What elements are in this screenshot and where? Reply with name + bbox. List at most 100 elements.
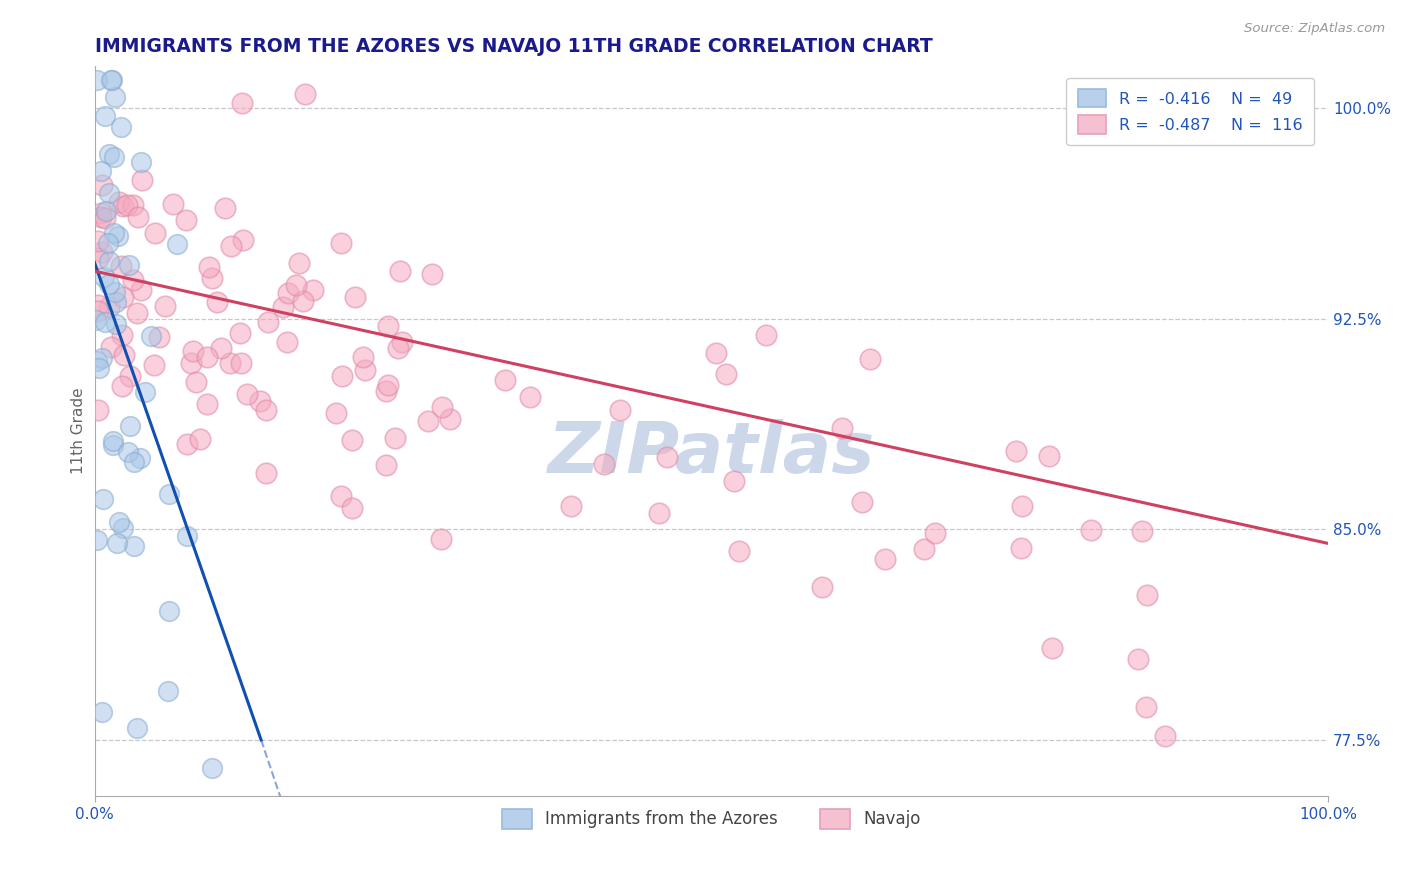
Point bbox=[219, 356, 242, 370]
Point bbox=[87, 298, 110, 312]
Point bbox=[93, 270, 115, 285]
Point bbox=[139, 329, 162, 343]
Point bbox=[111, 521, 134, 535]
Point bbox=[325, 406, 347, 420]
Point bbox=[432, 401, 454, 415]
Point bbox=[284, 278, 307, 293]
Point bbox=[107, 536, 129, 550]
Point bbox=[97, 147, 120, 161]
Point bbox=[420, 267, 443, 281]
Point bbox=[100, 73, 122, 87]
Point bbox=[112, 348, 135, 362]
Point bbox=[416, 414, 439, 428]
Point bbox=[176, 529, 198, 543]
Point bbox=[277, 285, 299, 300]
Point bbox=[229, 356, 252, 370]
Point bbox=[148, 330, 170, 344]
Point bbox=[118, 418, 141, 433]
Point bbox=[201, 271, 224, 285]
Point bbox=[519, 390, 541, 404]
Point bbox=[831, 421, 853, 435]
Point bbox=[1038, 450, 1060, 464]
Point bbox=[101, 73, 124, 87]
Point bbox=[97, 277, 120, 292]
Point bbox=[90, 245, 112, 260]
Point bbox=[134, 384, 156, 399]
Point bbox=[117, 444, 139, 458]
Point bbox=[129, 283, 152, 297]
Point bbox=[188, 432, 211, 446]
Point bbox=[157, 604, 180, 618]
Point bbox=[180, 356, 202, 370]
Point bbox=[103, 226, 125, 240]
Point bbox=[219, 239, 242, 253]
Point bbox=[198, 260, 221, 274]
Point bbox=[94, 109, 117, 123]
Point bbox=[1126, 651, 1149, 665]
Point bbox=[924, 525, 946, 540]
Point bbox=[391, 334, 413, 349]
Point bbox=[91, 351, 114, 365]
Y-axis label: 11th Grade: 11th Grade bbox=[72, 388, 86, 475]
Point bbox=[108, 515, 131, 529]
Point bbox=[609, 402, 631, 417]
Point bbox=[118, 368, 141, 383]
Point bbox=[657, 450, 679, 464]
Point bbox=[127, 722, 149, 736]
Point bbox=[377, 319, 399, 334]
Point bbox=[166, 237, 188, 252]
Point bbox=[1080, 523, 1102, 537]
Point bbox=[195, 350, 218, 364]
Point bbox=[87, 234, 110, 248]
Point bbox=[107, 229, 129, 244]
Point bbox=[111, 379, 134, 393]
Point bbox=[91, 178, 114, 193]
Point bbox=[87, 252, 110, 266]
Point bbox=[254, 466, 277, 480]
Point bbox=[143, 226, 166, 240]
Point bbox=[104, 90, 127, 104]
Point bbox=[103, 285, 125, 300]
Point bbox=[231, 96, 253, 111]
Point bbox=[330, 235, 353, 250]
Point bbox=[153, 299, 176, 313]
Point bbox=[90, 705, 112, 719]
Point bbox=[1135, 699, 1157, 714]
Point bbox=[176, 437, 198, 451]
Point bbox=[851, 495, 873, 509]
Point bbox=[156, 683, 179, 698]
Text: ZIPatlas: ZIPatlas bbox=[548, 418, 875, 488]
Point bbox=[108, 195, 131, 210]
Point bbox=[86, 73, 108, 87]
Point bbox=[352, 351, 374, 365]
Point bbox=[387, 342, 409, 356]
Point bbox=[714, 368, 737, 382]
Point bbox=[235, 387, 257, 401]
Point bbox=[110, 259, 132, 273]
Point bbox=[122, 455, 145, 469]
Point bbox=[86, 533, 108, 547]
Text: IMMIGRANTS FROM THE AZORES VS NAVAJO 11TH GRADE CORRELATION CHART: IMMIGRANTS FROM THE AZORES VS NAVAJO 11T… bbox=[94, 37, 932, 56]
Point bbox=[294, 87, 316, 102]
Point bbox=[104, 317, 127, 331]
Point bbox=[353, 362, 375, 376]
Point bbox=[377, 378, 399, 392]
Point bbox=[121, 273, 143, 287]
Point bbox=[87, 360, 110, 375]
Point bbox=[86, 354, 108, 368]
Legend: Immigrants from the Azores, Navajo: Immigrants from the Azores, Navajo bbox=[495, 803, 927, 835]
Point bbox=[1011, 500, 1033, 514]
Point bbox=[592, 457, 614, 471]
Point bbox=[1153, 729, 1175, 743]
Point bbox=[110, 120, 132, 134]
Text: Source: ZipAtlas.com: Source: ZipAtlas.com bbox=[1244, 22, 1385, 36]
Point bbox=[429, 532, 451, 546]
Point bbox=[1135, 588, 1157, 602]
Point bbox=[232, 233, 254, 247]
Point bbox=[273, 300, 295, 314]
Point bbox=[111, 328, 134, 343]
Point bbox=[257, 315, 280, 329]
Point bbox=[912, 541, 935, 556]
Point bbox=[344, 290, 367, 304]
Point bbox=[875, 552, 897, 566]
